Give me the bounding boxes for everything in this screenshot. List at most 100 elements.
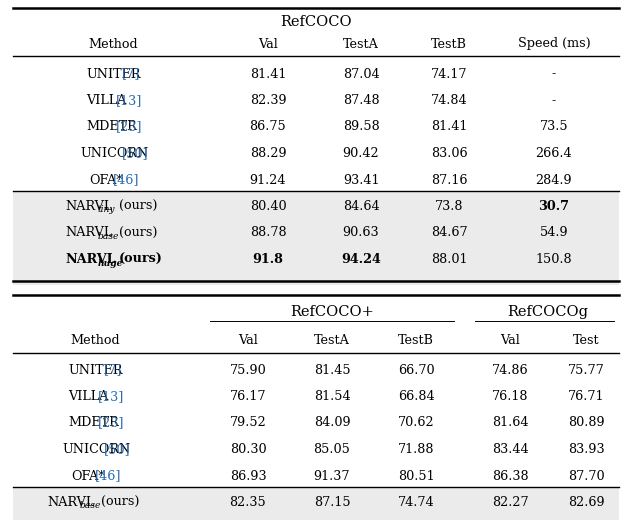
Text: Test: Test — [573, 333, 599, 346]
Text: 79.52: 79.52 — [229, 417, 266, 430]
Text: 81.41: 81.41 — [431, 121, 467, 134]
Text: TestA: TestA — [343, 37, 379, 50]
Text: 80.30: 80.30 — [229, 443, 266, 456]
Text: 84.09: 84.09 — [313, 417, 350, 430]
Text: 87.16: 87.16 — [431, 174, 467, 187]
FancyBboxPatch shape — [13, 191, 619, 285]
Text: OFA*: OFA* — [89, 174, 123, 187]
Text: 87.04: 87.04 — [343, 68, 379, 81]
Text: UNITER: UNITER — [86, 68, 140, 81]
Text: [23]: [23] — [98, 417, 125, 430]
Text: NARVL: NARVL — [47, 496, 94, 509]
Text: 84.67: 84.67 — [430, 227, 467, 240]
Text: 81.64: 81.64 — [492, 417, 528, 430]
Text: Speed (ms): Speed (ms) — [518, 37, 590, 50]
Text: RefCOCO+: RefCOCO+ — [290, 305, 374, 319]
Text: (ours): (ours) — [101, 496, 140, 509]
Text: 87.48: 87.48 — [343, 94, 379, 107]
Text: 76.71: 76.71 — [568, 390, 604, 403]
Text: (ours): (ours) — [119, 200, 157, 213]
Text: [23]: [23] — [116, 121, 142, 134]
Text: (ours): (ours) — [119, 253, 163, 266]
Text: 81.45: 81.45 — [313, 363, 350, 376]
Text: 83.44: 83.44 — [492, 443, 528, 456]
Text: 84.64: 84.64 — [343, 200, 379, 213]
FancyBboxPatch shape — [13, 487, 619, 520]
Text: 82.35: 82.35 — [229, 496, 266, 509]
Text: Method: Method — [88, 37, 138, 50]
Text: TestB: TestB — [398, 333, 434, 346]
Text: VILLA: VILLA — [68, 390, 108, 403]
Text: Val: Val — [258, 37, 278, 50]
Text: 81.41: 81.41 — [250, 68, 286, 81]
Text: 66.70: 66.70 — [398, 363, 434, 376]
Text: 94.24: 94.24 — [341, 253, 381, 266]
Text: 284.9: 284.9 — [536, 174, 573, 187]
Text: 83.93: 83.93 — [568, 443, 604, 456]
Text: Val: Val — [500, 333, 520, 346]
Text: base: base — [98, 232, 119, 241]
Text: 88.29: 88.29 — [250, 147, 286, 160]
Text: 70.62: 70.62 — [398, 417, 434, 430]
Text: 74.84: 74.84 — [430, 94, 467, 107]
Text: 74.17: 74.17 — [431, 68, 467, 81]
Text: Val: Val — [238, 333, 258, 346]
Text: 80.40: 80.40 — [250, 200, 286, 213]
Text: TestB: TestB — [431, 37, 467, 50]
Text: 66.84: 66.84 — [398, 390, 434, 403]
Text: 82.69: 82.69 — [568, 496, 604, 509]
Text: 74.86: 74.86 — [492, 363, 528, 376]
Text: UNICORN: UNICORN — [62, 443, 130, 456]
Text: [46]: [46] — [95, 470, 121, 483]
Text: 91.24: 91.24 — [250, 174, 286, 187]
Text: NARVL: NARVL — [65, 227, 112, 240]
Text: 87.15: 87.15 — [313, 496, 350, 509]
Text: OFA*: OFA* — [71, 470, 105, 483]
Text: 83.06: 83.06 — [430, 147, 467, 160]
Text: NARVL: NARVL — [65, 253, 116, 266]
Text: TestA: TestA — [314, 333, 350, 346]
Text: 86.38: 86.38 — [492, 470, 528, 483]
Text: [7]: [7] — [104, 363, 123, 376]
Text: 71.88: 71.88 — [398, 443, 434, 456]
Text: 81.54: 81.54 — [313, 390, 350, 403]
Text: 90.63: 90.63 — [343, 227, 379, 240]
Text: 75.90: 75.90 — [229, 363, 266, 376]
Text: 86.75: 86.75 — [250, 121, 286, 134]
Text: 88.01: 88.01 — [431, 253, 467, 266]
Text: 73.5: 73.5 — [540, 121, 568, 134]
Text: 73.8: 73.8 — [435, 200, 463, 213]
Text: [7]: [7] — [122, 68, 140, 81]
Text: 54.9: 54.9 — [540, 227, 568, 240]
Text: MDETR: MDETR — [86, 121, 137, 134]
Text: 93.41: 93.41 — [343, 174, 379, 187]
Text: 82.39: 82.39 — [250, 94, 286, 107]
Text: 90.42: 90.42 — [343, 147, 379, 160]
Text: 87.70: 87.70 — [568, 470, 604, 483]
Text: 75.77: 75.77 — [568, 363, 604, 376]
Text: UNICORN: UNICORN — [80, 147, 149, 160]
Text: NARVL: NARVL — [65, 200, 112, 213]
Text: MDETR: MDETR — [68, 417, 119, 430]
Text: 80.89: 80.89 — [568, 417, 604, 430]
Text: Method: Method — [70, 333, 120, 346]
Text: [13]: [13] — [98, 390, 125, 403]
Text: RefCOCO: RefCOCO — [280, 15, 352, 29]
Text: [50]: [50] — [104, 443, 131, 456]
Text: 266.4: 266.4 — [536, 147, 573, 160]
Text: 91.8: 91.8 — [253, 253, 283, 266]
Text: 89.58: 89.58 — [343, 121, 379, 134]
Text: 82.27: 82.27 — [492, 496, 528, 509]
Text: 91.37: 91.37 — [313, 470, 350, 483]
Text: 150.8: 150.8 — [536, 253, 573, 266]
Text: (ours): (ours) — [119, 227, 157, 240]
Text: RefCOCOg: RefCOCOg — [507, 305, 588, 319]
Text: 74.74: 74.74 — [398, 496, 434, 509]
Text: 76.18: 76.18 — [492, 390, 528, 403]
Text: -: - — [552, 68, 556, 81]
Text: tiny: tiny — [98, 205, 116, 214]
Text: base: base — [80, 501, 101, 511]
Text: [46]: [46] — [113, 174, 140, 187]
Text: 80.51: 80.51 — [398, 470, 434, 483]
Text: UNITER: UNITER — [68, 363, 123, 376]
